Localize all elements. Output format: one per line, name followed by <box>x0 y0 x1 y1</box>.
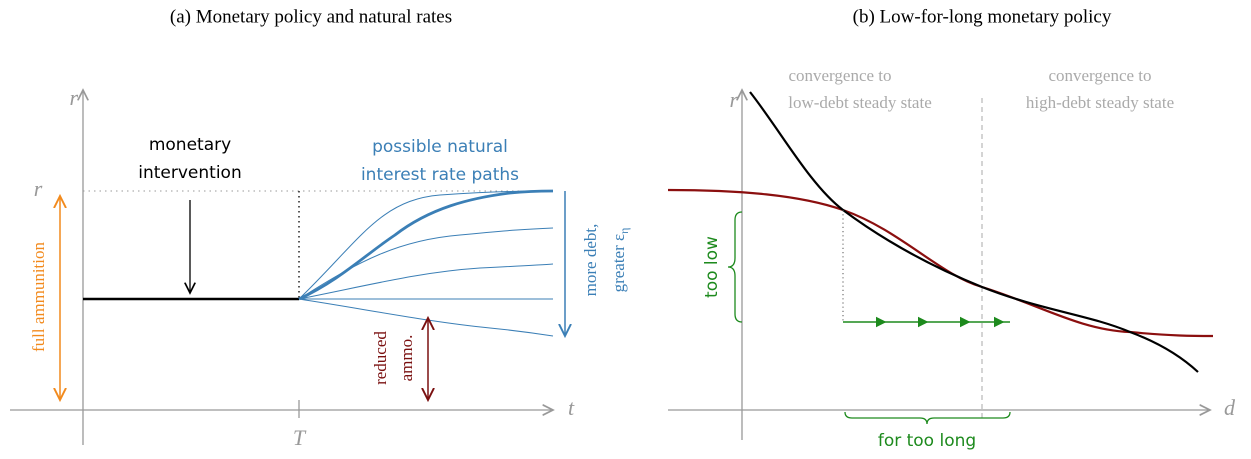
y-tick-label: r <box>34 176 43 201</box>
rate-path <box>298 190 554 300</box>
panel-a: (a) Monetary policy and natural rates r … <box>10 6 631 450</box>
annotation: more debt, <box>581 224 600 297</box>
annotation: full ammunition <box>29 241 48 352</box>
y-axis-label: r <box>729 87 738 112</box>
rate-paths <box>298 189 554 337</box>
annotation: greater εη <box>609 228 631 293</box>
panel-title: (a) Monetary policy and natural rates <box>170 6 452 27</box>
x-axis-label: t <box>568 395 575 420</box>
annotation: reduced <box>371 331 390 385</box>
annotation: too low <box>702 236 722 298</box>
x-tick-label: T <box>293 425 307 450</box>
natural-rate-curve <box>749 91 1199 373</box>
central-path <box>298 189 554 301</box>
brace <box>844 411 1011 425</box>
y-axis-label: r <box>69 85 78 110</box>
annotation: intervention <box>138 163 241 183</box>
annotation: convergence to <box>788 66 891 85</box>
panel-b: (b) Low-for-long monetary policy r d con… <box>667 6 1236 451</box>
annotation: possible natural <box>372 137 508 157</box>
policy-curve <box>667 188 1214 338</box>
annotation: for too long <box>878 431 976 451</box>
brace <box>727 211 743 323</box>
annotation-text: greater ε <box>609 234 628 293</box>
rate-path <box>298 263 554 300</box>
x-axis-label: d <box>1224 395 1236 420</box>
rate-path <box>298 298 554 337</box>
annotation: high-debt steady state <box>1026 93 1174 112</box>
annotation: convergence to <box>1048 66 1151 85</box>
annotation: low-debt steady state <box>788 93 932 112</box>
panel-title: (b) Low-for-long monetary policy <box>853 6 1112 27</box>
annotation: ammo. <box>397 335 416 382</box>
rate-path <box>298 227 554 300</box>
annotation: interest rate paths <box>361 165 519 185</box>
annotation: monetary <box>149 135 231 155</box>
subscript: η <box>617 228 631 234</box>
